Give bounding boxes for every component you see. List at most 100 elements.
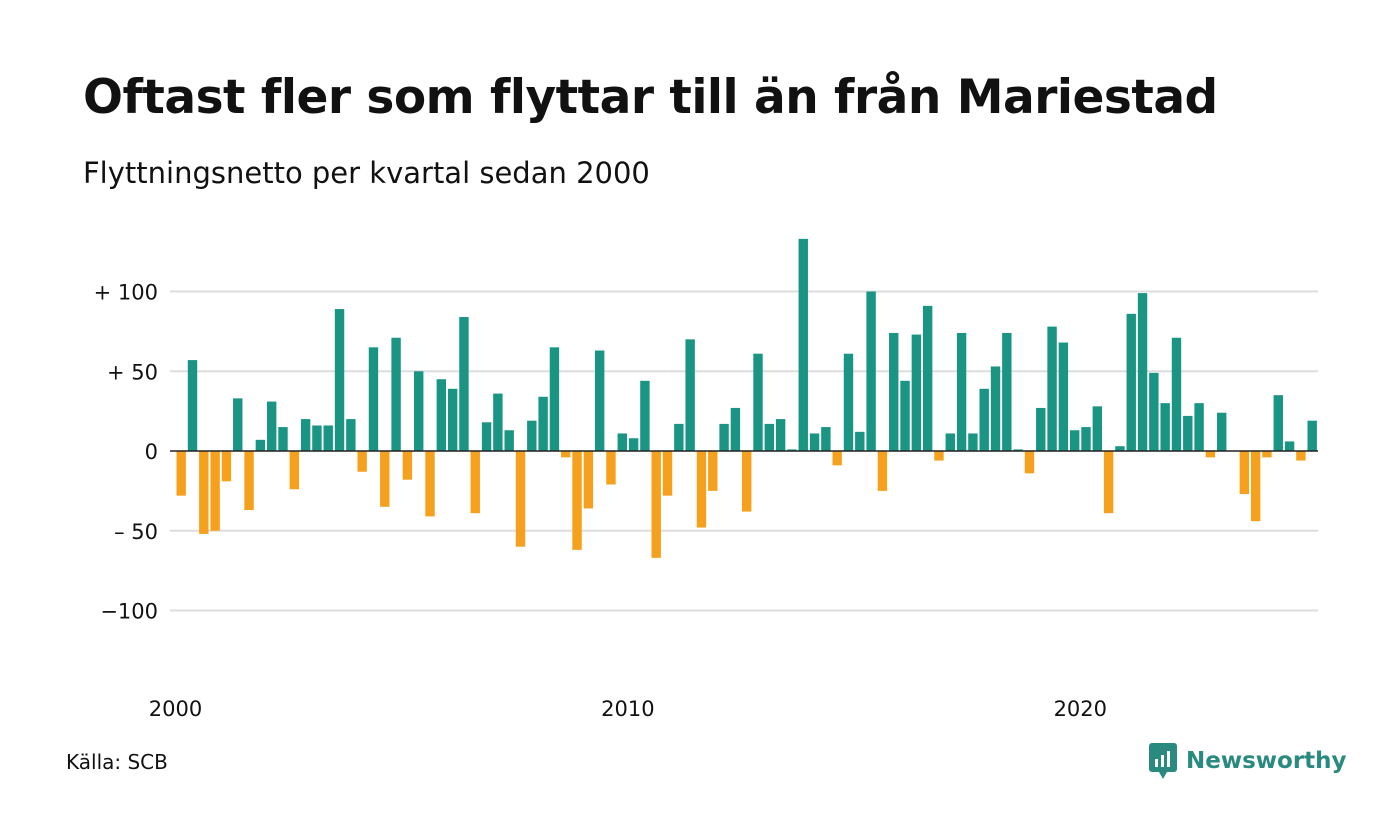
bar	[1024, 451, 1035, 474]
bar	[1239, 451, 1250, 495]
y-tick-label: + 100	[94, 281, 158, 305]
bar	[1307, 420, 1317, 451]
bar	[934, 451, 944, 461]
bar	[764, 423, 775, 451]
bar	[1036, 407, 1046, 451]
bar	[1092, 406, 1103, 451]
brand-name: Newsworthy	[1186, 748, 1347, 774]
bar	[945, 433, 955, 451]
bar	[481, 422, 492, 451]
bar	[459, 317, 469, 451]
bar	[187, 360, 198, 451]
bar	[866, 291, 876, 451]
bar	[628, 438, 639, 451]
source-note: Källa: SCB	[66, 750, 168, 774]
bar	[1013, 449, 1023, 451]
y-tick-label: −100	[100, 600, 158, 624]
bar-chart: + 100 + 50 0 – 50 −100 2000 2010 2020	[94, 238, 1318, 721]
bar	[504, 430, 514, 451]
bar	[1160, 403, 1170, 451]
bar	[334, 309, 345, 451]
bar	[436, 379, 447, 452]
bar	[414, 371, 424, 451]
bar	[990, 366, 1001, 451]
bar	[1284, 441, 1295, 451]
bar	[380, 451, 390, 507]
bar	[855, 431, 865, 451]
bar	[809, 433, 820, 451]
bar	[233, 398, 243, 451]
bar	[1069, 430, 1080, 451]
x-axis-ticks: 2000 2010 2020	[149, 697, 1107, 721]
bar	[312, 425, 322, 451]
bar	[368, 347, 379, 451]
bar	[606, 451, 616, 485]
bar	[1250, 451, 1261, 522]
x-tick-label: 2000	[149, 697, 202, 721]
bar	[877, 451, 888, 491]
bar	[821, 427, 831, 451]
bar	[911, 334, 922, 451]
bar	[956, 332, 967, 451]
bar	[594, 350, 605, 451]
bar	[1081, 427, 1091, 451]
x-tick-label: 2020	[1054, 697, 1107, 721]
bar	[527, 420, 537, 451]
bar	[176, 451, 186, 496]
bar	[1296, 451, 1306, 461]
bar	[708, 451, 718, 491]
bar	[549, 347, 560, 451]
bar	[651, 451, 661, 558]
bar	[1137, 293, 1148, 452]
bar	[979, 388, 989, 451]
bar	[1126, 313, 1136, 451]
bar	[346, 419, 356, 451]
y-axis-ticks: + 100 + 50 0 – 50 −100	[94, 281, 158, 624]
bar	[640, 380, 650, 451]
chart-subtitle: Flyttningsnetto per kvartal sedan 2000	[83, 156, 650, 190]
bar	[199, 451, 209, 534]
bar	[968, 433, 978, 451]
y-tick-label: 0	[145, 440, 158, 464]
bar	[561, 451, 571, 458]
chart-title: Oftast fler som flyttar till än från Mar…	[83, 70, 1218, 125]
bar	[425, 451, 435, 517]
bar	[922, 305, 933, 452]
bar	[1171, 337, 1182, 451]
bar	[617, 433, 627, 451]
bar	[843, 353, 854, 451]
bar	[1183, 415, 1193, 451]
bar	[900, 380, 910, 451]
bar	[493, 393, 503, 451]
bar	[515, 451, 526, 547]
bar	[572, 451, 582, 550]
bar	[221, 451, 232, 482]
bar	[889, 332, 899, 451]
bar	[787, 449, 797, 451]
bar	[1205, 451, 1216, 458]
bar	[255, 439, 266, 451]
bar	[470, 451, 480, 514]
bar	[674, 423, 684, 451]
x-tick-label: 2010	[601, 697, 654, 721]
bar	[798, 238, 808, 451]
bar	[278, 427, 288, 451]
bar	[753, 353, 763, 451]
bar	[357, 451, 367, 472]
bar	[1002, 332, 1012, 451]
bar	[662, 451, 673, 496]
bar	[538, 396, 548, 451]
bar	[1149, 372, 1159, 452]
bar	[402, 451, 413, 480]
bar	[289, 451, 299, 490]
bar	[1115, 446, 1125, 451]
bar	[447, 388, 458, 451]
brand-logo[interactable]: Newsworthy	[1148, 742, 1347, 780]
bar	[775, 419, 786, 451]
bar	[391, 337, 401, 451]
bar	[1058, 342, 1069, 451]
bar	[1047, 326, 1057, 451]
bar	[1217, 412, 1227, 451]
bar	[719, 423, 729, 451]
bar	[696, 451, 707, 528]
